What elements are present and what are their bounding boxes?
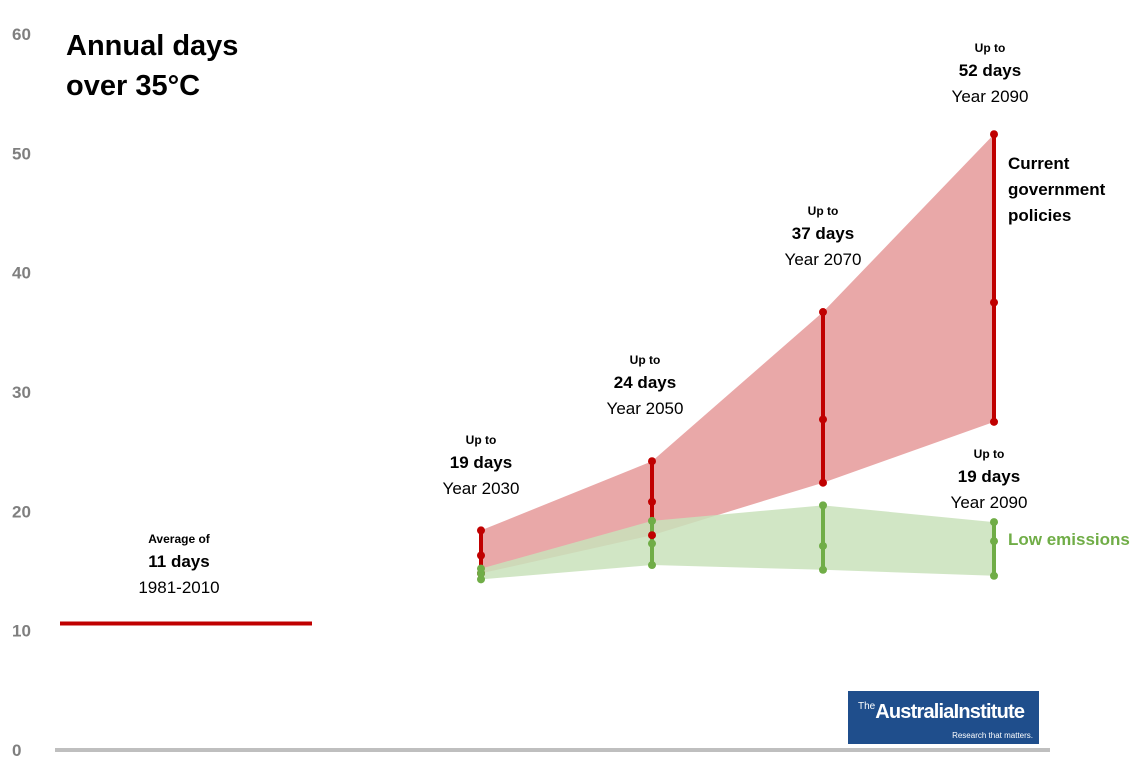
annotation-4-upto-label: Up to	[974, 447, 1005, 461]
low-point-high	[477, 564, 485, 573]
baseline-upto-label: Average of	[148, 532, 211, 546]
logo-tagline: Research that matters.	[952, 731, 1033, 740]
low-point-low	[990, 571, 998, 580]
annotation-0-days-label: 19 days	[450, 453, 512, 472]
current-point-high	[477, 526, 485, 535]
logo-the: The	[858, 701, 876, 712]
baseline-days-label: 11 days	[148, 552, 209, 571]
low-emissions-band	[481, 505, 994, 580]
chart-title-line-1: Annual days	[66, 30, 239, 62]
current-point-low	[819, 478, 827, 487]
annotation-2-upto-label: Up to	[808, 204, 839, 218]
low-point-high	[819, 501, 827, 510]
current-point-high	[990, 130, 998, 139]
series-label-low: Low emissions	[1008, 530, 1130, 549]
annotation-2-days-label: 37 days	[792, 224, 854, 243]
point-group	[477, 130, 998, 584]
current-point-mid	[990, 298, 998, 307]
y-tick-label: 10	[12, 622, 31, 641]
chart-title-line-2: over 35°C	[66, 70, 201, 102]
current-point-mid	[819, 415, 827, 424]
range-bar-group	[479, 134, 996, 580]
y-tick-label: 30	[12, 383, 31, 402]
annotation-3-days-label: 52 days	[959, 61, 1021, 80]
annotation-1-upto-label: Up to	[630, 353, 661, 367]
logo-name: AustraliaInstitute	[875, 701, 1025, 723]
baseline-year-label: 1981-2010	[138, 578, 219, 597]
current-point-mid	[648, 497, 656, 506]
annotation-4-year-label: Year 2090	[951, 493, 1028, 512]
low-point-high	[990, 518, 998, 527]
low-point-low	[477, 575, 485, 584]
current-point-low	[648, 531, 656, 540]
band-group	[481, 134, 994, 580]
current-point-high	[648, 457, 656, 466]
low-point-low	[819, 565, 827, 574]
low-point-mid	[819, 541, 827, 550]
logo-brand: TheAustraliaInstitute	[858, 701, 1025, 724]
low-point-high	[648, 516, 656, 525]
y-tick-label: 40	[12, 264, 31, 283]
low-point-mid	[990, 537, 998, 546]
annotation-4-days-label: 19 days	[958, 467, 1020, 486]
annotation-0-year-label: Year 2030	[443, 479, 520, 498]
current-point-low	[990, 417, 998, 426]
low-point-mid	[648, 539, 656, 548]
australia-institute-logo: TheAustraliaInstitute Research that matt…	[848, 691, 1039, 744]
annotation-group: Average of 11 days 1981-2010 Up to 19 days Ye…	[138, 41, 1028, 597]
current-point-mid	[477, 551, 485, 560]
y-tick-label: 20	[12, 502, 31, 521]
annotation-0-upto-label: Up to	[466, 433, 497, 447]
y-tick-label: 0	[12, 741, 21, 760]
current-point-high	[819, 308, 827, 317]
y-tick-label: 50	[12, 144, 31, 163]
low-point-low	[648, 561, 656, 570]
annotation-1-days-label: 24 days	[614, 373, 676, 392]
series-label-current: Current government policies	[1008, 154, 1106, 225]
annotation-3-year-label: Year 2090	[952, 87, 1029, 106]
chart-title: Annual days over 35°C	[66, 26, 238, 106]
y-tick-group: 0 10 20 30 40 50 60	[12, 25, 31, 760]
annotation-1-year-label: Year 2050	[607, 399, 684, 418]
annotation-3-upto-label: Up to	[975, 41, 1006, 55]
current-policies-band	[481, 134, 994, 574]
y-tick-label: 60	[12, 25, 31, 44]
annotation-2-year-label: Year 2070	[785, 250, 862, 269]
